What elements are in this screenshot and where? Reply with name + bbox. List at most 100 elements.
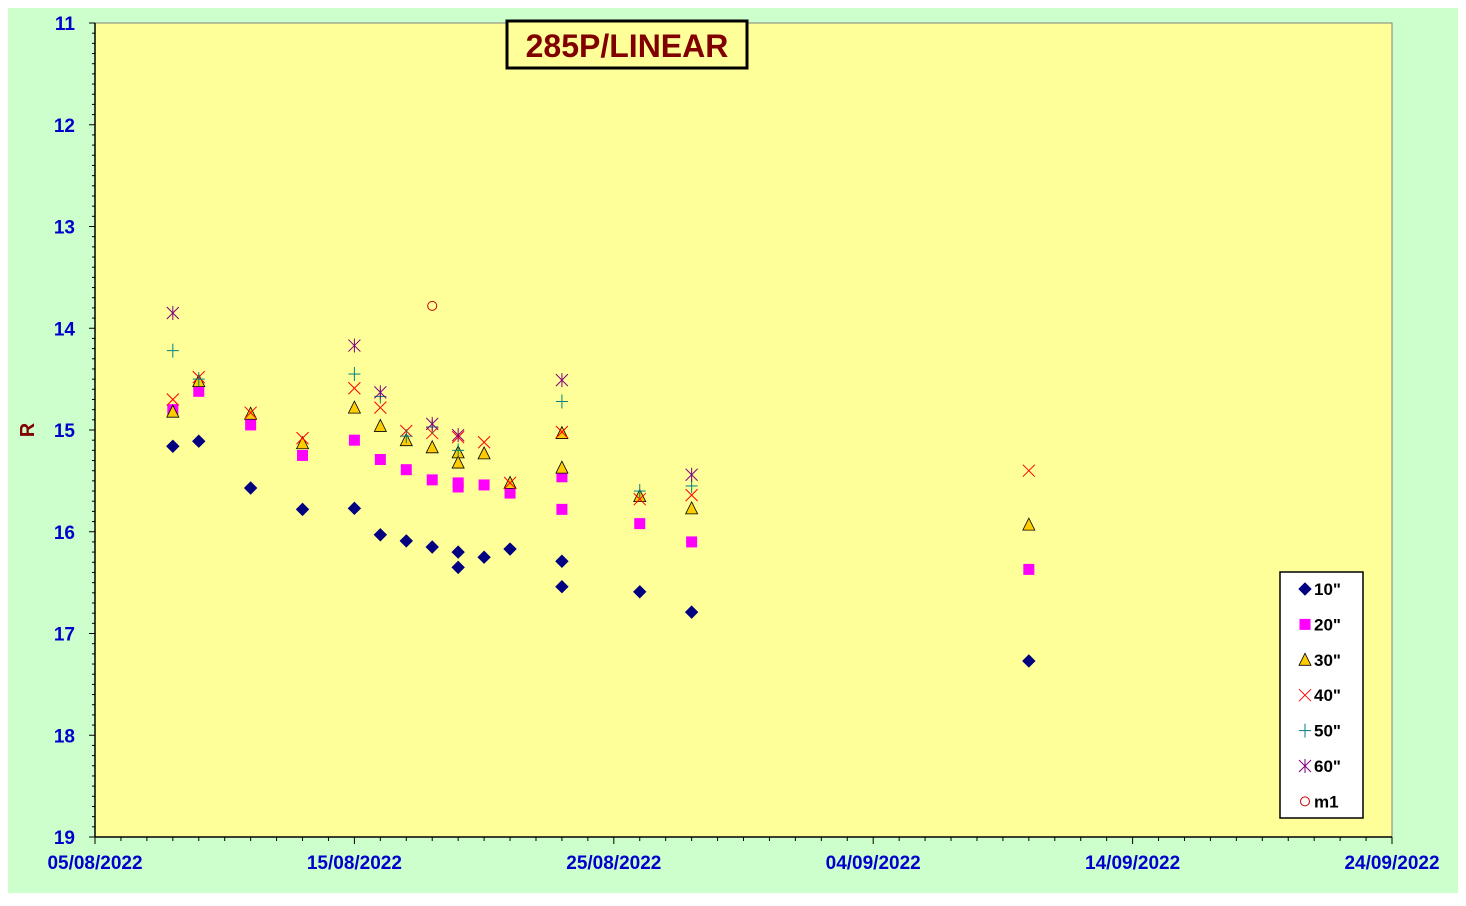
data-point <box>192 372 205 387</box>
data-point <box>1023 563 1035 575</box>
data-point <box>425 416 439 431</box>
data-point <box>451 428 465 443</box>
data-point <box>243 481 258 495</box>
data-point <box>400 429 413 444</box>
data-point <box>166 343 179 358</box>
data-point <box>1022 654 1036 668</box>
data-point <box>633 492 647 506</box>
data-point <box>451 560 465 575</box>
legend-entry: 40" <box>1298 686 1341 705</box>
data-point <box>348 367 361 382</box>
x-tick-label: 15/08/2022 <box>307 853 402 874</box>
data-point <box>399 534 413 548</box>
y-tick-label: 17 <box>54 625 75 646</box>
data-point <box>555 425 569 439</box>
legend-marker <box>1299 618 1311 630</box>
legend-marker <box>1298 688 1312 702</box>
data-point <box>373 418 387 432</box>
data-point <box>685 467 698 482</box>
y-axis-label: R <box>17 422 39 437</box>
data-point <box>244 406 257 420</box>
data-point <box>296 431 309 445</box>
data-point <box>555 460 569 474</box>
y-tick-label: 12 <box>54 116 75 137</box>
data-point <box>297 449 309 461</box>
data-point <box>295 435 310 450</box>
data-point <box>451 455 465 469</box>
data-point <box>426 474 438 486</box>
data-point <box>373 401 387 414</box>
x-tick-label: 04/09/2022 <box>826 853 921 874</box>
data-point <box>555 394 568 409</box>
legend: 10" 20" 30" 40" 50" 60" m1 <box>1279 571 1364 819</box>
data-point <box>684 605 699 619</box>
legend-entry: 20" <box>1299 615 1341 634</box>
data-point <box>477 435 491 449</box>
y-tick-label: 18 <box>54 726 75 747</box>
y-tick-label: 13 <box>54 218 75 239</box>
data-point <box>686 536 698 548</box>
x-tick-label: 05/08/2022 <box>47 853 142 874</box>
legend-label: m1 <box>1314 792 1339 811</box>
legend-marker <box>1299 723 1311 738</box>
data-point <box>555 579 569 594</box>
legend-label: 30" <box>1314 651 1341 670</box>
legend-entry: 50" <box>1299 722 1341 741</box>
plot-area <box>94 22 1393 838</box>
data-point <box>166 404 180 418</box>
legend-marker <box>1298 582 1312 596</box>
data-point <box>347 501 362 516</box>
legend-marker <box>1298 759 1312 773</box>
data-point <box>685 488 698 502</box>
x-tick-label: 14/09/2022 <box>1085 853 1180 874</box>
legend-label: 50" <box>1314 722 1341 741</box>
data-point <box>452 481 464 493</box>
legend-entry: 30" <box>1298 651 1341 670</box>
legend-label: 40" <box>1314 686 1341 705</box>
legend-box <box>1279 571 1364 819</box>
series-3 <box>166 370 1036 506</box>
data-point <box>1022 464 1036 478</box>
data-point <box>348 381 361 395</box>
legend-marker <box>1300 796 1310 807</box>
legend-entry: 60" <box>1298 757 1341 776</box>
y-tick-label: 19 <box>54 828 75 849</box>
data-point <box>477 550 491 564</box>
data-point <box>400 464 412 476</box>
chart-title-box: 285P/LINEAR <box>505 19 749 70</box>
series-0 <box>166 434 1036 668</box>
data-point <box>166 393 180 406</box>
data-point <box>633 585 647 599</box>
legend-label: 20" <box>1314 615 1341 634</box>
y-tick-label: 11 <box>55 14 76 35</box>
series-6 <box>427 300 438 311</box>
data-point <box>374 454 386 466</box>
data-point <box>166 305 180 320</box>
chart-title: 285P/LINEAR <box>526 28 729 64</box>
data-point <box>348 434 360 446</box>
data-point <box>477 446 491 460</box>
x-tick-label: 24/09/2022 <box>1344 853 1439 874</box>
data-point <box>504 487 516 499</box>
data-point <box>425 439 439 454</box>
data-point <box>633 484 646 499</box>
data-point <box>452 443 465 458</box>
data-point <box>166 439 180 453</box>
legend-entry: 10" <box>1298 580 1341 599</box>
data-point <box>245 419 257 431</box>
data-point <box>556 471 568 483</box>
data-point <box>451 545 465 559</box>
data-point <box>478 479 490 491</box>
y-tick-label: 15 <box>54 421 76 442</box>
data-point <box>634 518 646 530</box>
data-point <box>555 554 569 568</box>
data-point <box>555 373 569 388</box>
data-point <box>425 540 439 554</box>
data-point <box>373 385 387 400</box>
data-marks <box>166 300 1036 668</box>
data-point <box>193 385 205 397</box>
data-point <box>347 400 362 414</box>
data-point <box>348 338 361 353</box>
